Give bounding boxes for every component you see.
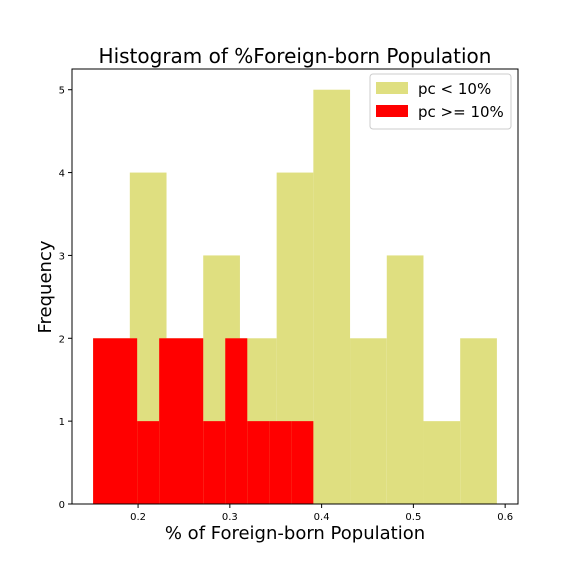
histogram-bar-series-0-bin-7	[350, 338, 387, 504]
bars-layer	[93, 89, 497, 505]
chart-title: Histogram of %Foreign-born Population	[99, 44, 492, 68]
y-tick-label: 4	[59, 169, 65, 180]
legend-swatch-pc-lt-10	[376, 82, 408, 94]
x-tick-label: 0.6	[497, 512, 513, 523]
histogram-bar-series-0-bin-6	[313, 89, 351, 504]
plot-frame	[71, 68, 519, 505]
y-axis-label: Frequency	[35, 240, 56, 333]
x-tick-label: 0.3	[222, 512, 238, 523]
x-tick-label: 0.5	[405, 512, 421, 523]
histogram-bar-series-1-bin-4	[225, 338, 248, 504]
y-tick-label: 0	[59, 500, 65, 511]
histogram-bar-series-1-bin-0	[93, 338, 138, 504]
histogram-bar-series-0-bin-9	[423, 421, 461, 504]
legend-swatch-pc-ge-10	[376, 105, 408, 117]
histogram-bar-series-1-bin-2	[159, 338, 204, 504]
histogram-bar-series-1-bin-7	[291, 421, 314, 504]
y-tick-label: 2	[59, 334, 65, 345]
x-tick-label: 0.4	[314, 512, 330, 523]
histogram-bar-series-1-bin-5	[247, 421, 270, 504]
x-axis-label: % of Foreign-born Population	[165, 523, 425, 544]
y-axis-ticks: 0 1 2 3 4 5	[59, 86, 72, 511]
y-tick-label: 5	[59, 86, 65, 97]
histogram-bar-series-1-bin-3	[203, 421, 226, 504]
legend-label-pc-lt-10: pc < 10%	[418, 80, 491, 98]
x-axis-ticks: 0.2 0.3 0.4 0.5 0.6	[130, 504, 513, 523]
y-tick-label: 3	[59, 251, 65, 262]
legend: pc < 10% pc >= 10%	[369, 73, 512, 130]
histogram-bar-series-0-bin-10	[460, 338, 497, 504]
x-tick-label: 0.2	[130, 512, 146, 523]
histogram-bar-series-1-bin-6	[269, 421, 292, 504]
histogram-bar-series-0-bin-8	[386, 255, 424, 504]
legend-label-pc-ge-10: pc >= 10%	[418, 103, 504, 121]
y-tick-label: 1	[59, 417, 65, 428]
histogram-bar-series-1-bin-1	[137, 421, 160, 504]
